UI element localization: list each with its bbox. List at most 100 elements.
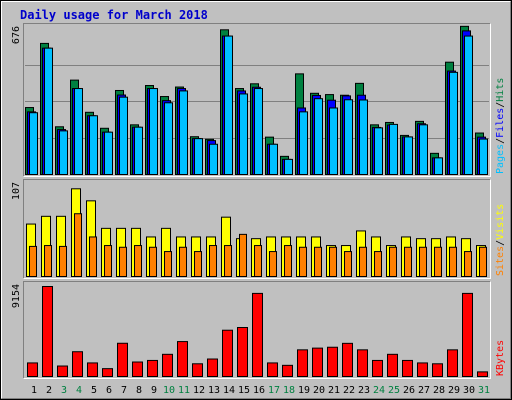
panel-top-legend: Pages/Files/Hits xyxy=(495,78,506,174)
x-tick-label-day-24: 24 xyxy=(373,385,385,396)
x-tick-label-day-11: 11 xyxy=(178,385,190,396)
legend-entry: Sites xyxy=(495,246,506,276)
bar-kbytes-day-30 xyxy=(462,292,473,377)
bar-pages-day-1 xyxy=(29,112,38,175)
bar-kbytes-day-16 xyxy=(252,292,263,377)
bar-kbytes-day-23 xyxy=(357,349,368,377)
bar-kbytes-day-26 xyxy=(402,359,413,378)
bar-sites-day-8 xyxy=(134,245,142,277)
bar-sites-day-26 xyxy=(404,246,412,278)
x-tick-label-day-14: 14 xyxy=(223,385,235,396)
panel-top-bevel-dark-edge xyxy=(23,23,491,177)
bar-sites-day-23 xyxy=(359,246,367,278)
panel-bottom-legend: KBytes xyxy=(495,340,506,376)
x-tick-label-day-20: 20 xyxy=(313,385,325,396)
x-tick-label-day-15: 15 xyxy=(238,385,250,396)
bar-pages-day-2 xyxy=(44,47,53,175)
bar-kbytes-day-17 xyxy=(267,362,278,378)
legend-entry: Pages xyxy=(495,144,506,174)
x-tick-label-day-5: 5 xyxy=(91,385,97,396)
bar-kbytes-day-22 xyxy=(342,342,353,378)
bar-kbytes-day-12 xyxy=(192,363,203,377)
bar-kbytes-day-2 xyxy=(42,286,53,377)
x-tick-label-day-17: 17 xyxy=(268,385,280,396)
bar-kbytes-day-6 xyxy=(102,368,113,377)
x-tick-label-day-7: 7 xyxy=(121,385,127,396)
bar-sites-day-20 xyxy=(314,246,322,278)
bar-kbytes-day-20 xyxy=(312,347,323,378)
bar-sites-day-2 xyxy=(44,245,52,277)
bar-pages-day-19 xyxy=(299,111,308,176)
bar-sites-day-13 xyxy=(209,245,217,277)
bar-pages-day-17 xyxy=(269,143,278,176)
x-tick-label-day-9: 9 xyxy=(151,385,157,396)
bar-pages-day-8 xyxy=(134,126,143,176)
x-tick-label-day-16: 16 xyxy=(253,385,265,396)
legend-entry: / xyxy=(495,102,506,108)
panel-bottom-ymax-label: 9154 xyxy=(11,284,22,308)
panel-bottom-bevel-dark-edge xyxy=(23,281,491,379)
bar-sites-day-16 xyxy=(254,245,262,277)
x-tick-label-day-8: 8 xyxy=(136,385,142,396)
bar-sites-day-17 xyxy=(269,251,277,277)
bar-kbytes-day-9 xyxy=(147,359,158,378)
bar-kbytes-day-10 xyxy=(162,353,173,377)
bar-pages-day-31 xyxy=(479,138,488,175)
legend-entry: / xyxy=(495,138,506,144)
bar-pages-day-5 xyxy=(89,115,98,176)
bar-sites-day-5 xyxy=(89,236,97,277)
x-tick-label-day-23: 23 xyxy=(358,385,370,396)
bar-pages-day-3 xyxy=(59,130,68,176)
bar-kbytes-day-24 xyxy=(372,359,383,378)
bar-sites-day-12 xyxy=(194,251,202,277)
bar-kbytes-day-1 xyxy=(27,362,38,378)
bar-kbytes-day-4 xyxy=(72,351,83,377)
bar-sites-day-30 xyxy=(464,251,472,277)
bar-sites-day-29 xyxy=(449,246,457,278)
x-tick-label-day-28: 28 xyxy=(433,385,445,396)
x-tick-label-day-30: 30 xyxy=(463,385,475,396)
bar-kbytes-day-11 xyxy=(177,341,188,378)
bar-pages-day-25 xyxy=(389,123,398,176)
bar-kbytes-day-13 xyxy=(207,358,218,377)
bar-pages-day-16 xyxy=(254,88,263,175)
bar-pages-day-26 xyxy=(404,136,413,175)
bar-sites-day-9 xyxy=(149,246,157,278)
bar-sites-day-28 xyxy=(434,246,442,278)
chart-title: Daily usage for March 2018 xyxy=(20,8,208,22)
x-tick-label-day-21: 21 xyxy=(328,385,340,396)
bar-sites-day-10 xyxy=(164,251,172,277)
bar-kbytes-day-21 xyxy=(327,346,338,378)
bar-sites-day-22 xyxy=(344,251,352,277)
x-tick-label-day-12: 12 xyxy=(193,385,205,396)
x-tick-label-day-26: 26 xyxy=(403,385,415,396)
panel-middle-bevel-light-edge xyxy=(23,179,491,279)
bar-pages-day-23 xyxy=(359,99,368,175)
x-tick-label-day-1: 1 xyxy=(31,385,37,396)
x-tick-label-day-19: 19 xyxy=(298,385,310,396)
legend-entry: / xyxy=(495,240,506,246)
x-tick-label-day-2: 2 xyxy=(46,385,52,396)
x-tick-label-day-27: 27 xyxy=(418,385,430,396)
bar-pages-day-11 xyxy=(179,90,188,175)
panel-middle-legend: Sites/Visits xyxy=(495,204,506,276)
x-tick-label-day-4: 4 xyxy=(76,385,82,396)
x-tick-label-day-31: 31 xyxy=(478,385,490,396)
bar-sites-day-7 xyxy=(119,246,127,278)
bar-sites-day-18 xyxy=(284,245,292,277)
x-tick-label-day-3: 3 xyxy=(61,385,67,396)
x-tick-label-day-22: 22 xyxy=(343,385,355,396)
bar-pages-day-12 xyxy=(194,138,203,176)
bar-sites-day-21 xyxy=(329,246,337,278)
panel-top-ymax-label: 676 xyxy=(11,26,22,44)
bar-sites-day-4 xyxy=(74,213,82,277)
x-tick-label-day-18: 18 xyxy=(283,385,295,396)
x-tick-label-day-6: 6 xyxy=(106,385,112,396)
panel-middle-bevel-dark-edge xyxy=(23,179,491,279)
panel-middle-ymax-label: 107 xyxy=(11,182,22,200)
bar-kbytes-day-18 xyxy=(282,364,293,378)
